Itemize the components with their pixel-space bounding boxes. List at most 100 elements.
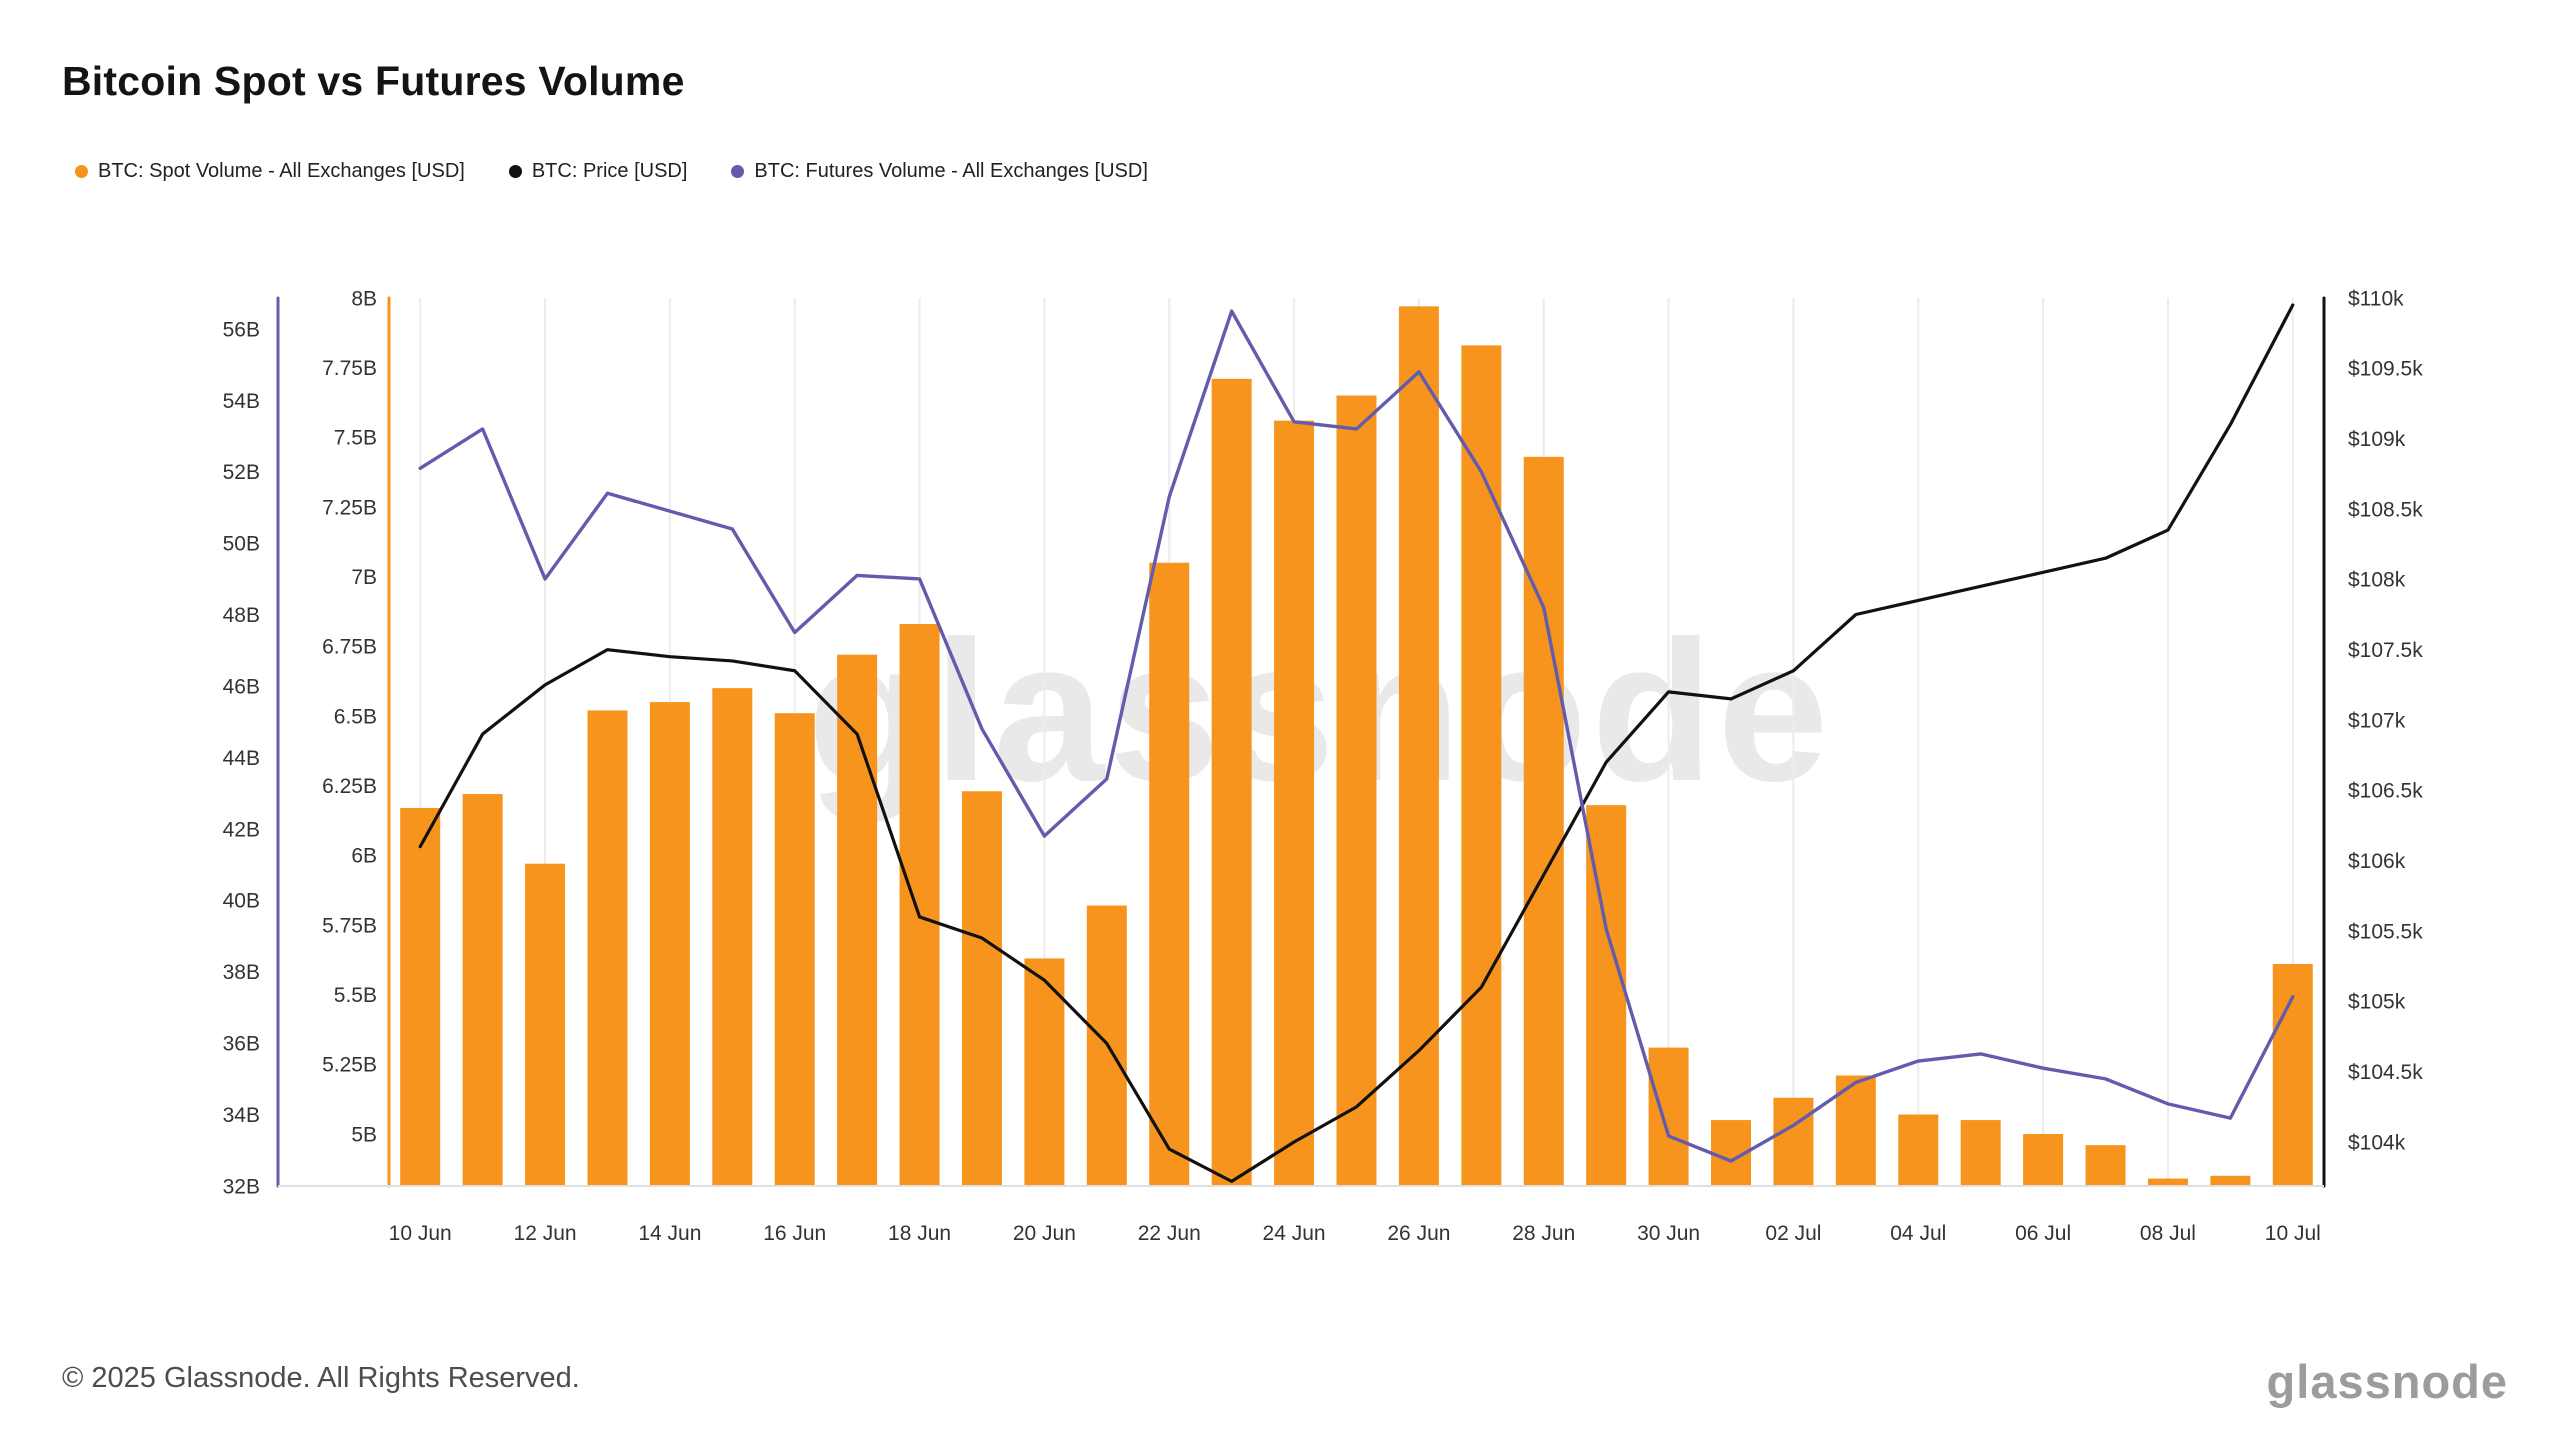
price-axis-tick-label: $104k	[2348, 1131, 2406, 1154]
futures-volume-line[interactable]	[418, 309, 2295, 1163]
legend-item-spot[interactable]: BTC: Spot Volume - All Exchanges [USD]	[75, 160, 465, 183]
price-axis-tick-label: $110k	[2348, 287, 2404, 310]
x-axis-tick-label: 08 Jul	[2140, 1222, 2196, 1245]
spot-volume-bars	[400, 306, 2313, 1187]
x-axis-tick-label: 10 Jul	[2265, 1222, 2321, 1245]
copyright-text: © 2025 Glassnode. All Rights Reserved.	[62, 1362, 580, 1394]
spot-volume-bar[interactable]	[2147, 1178, 2188, 1186]
spot-volume-bar[interactable]	[649, 702, 690, 1186]
price-axis-tick-label: $107.5k	[2348, 639, 2423, 662]
futures-axis-tick-label: 56B	[223, 318, 260, 341]
spot-volume-bar[interactable]	[1274, 420, 1315, 1186]
chart-title: Bitcoin Spot vs Futures Volume	[62, 58, 685, 104]
chart-legend: BTC: Spot Volume - All Exchanges [USD] BT…	[75, 160, 1148, 183]
spot-axis-tick-label: 6.25B	[322, 775, 377, 798]
spot-volume-bar[interactable]	[2023, 1134, 2064, 1186]
x-axis-tick-label: 30 Jun	[1637, 1222, 1700, 1245]
spot-volume-bar[interactable]	[2272, 964, 2313, 1186]
spot-volume-bar[interactable]	[837, 654, 878, 1186]
futures-axis-tick-label: 48B	[223, 604, 260, 627]
spot-axis-tick-label: 7B	[351, 566, 377, 589]
spot-volume-bar[interactable]	[400, 807, 441, 1186]
legend-dot-icon	[731, 165, 745, 178]
price-axis-tick-label: $106.5k	[2348, 780, 2423, 803]
futures-axis-tick-label: 40B	[223, 890, 260, 913]
price-axis-tick-label: $109.5k	[2348, 358, 2423, 381]
spot-volume-bar[interactable]	[1336, 395, 1377, 1186]
spot-axis-tick-label: 6B	[351, 845, 377, 868]
futures-axis-tick-label: 52B	[223, 461, 260, 484]
futures-axis-tick-label: 36B	[223, 1033, 260, 1056]
spot-axis-tick-label: 7.75B	[322, 357, 377, 380]
futures-axis-tick-label: 50B	[223, 533, 260, 556]
spot-axis-tick-label: 5.5B	[334, 984, 377, 1007]
spot-axis-tick-label: 5B	[351, 1123, 377, 1146]
price-axis-tick-label: $107k	[2348, 709, 2406, 732]
spot-volume-bar[interactable]	[1149, 562, 1190, 1186]
price-axis-tick-label: $105.5k	[2348, 920, 2423, 943]
legend-item-price[interactable]: BTC: Price [USD]	[508, 160, 688, 183]
glassnode-watermark: glassnode	[807, 600, 1832, 823]
spot-volume-bar[interactable]	[462, 794, 503, 1186]
price-axis-tick-label: $106k	[2348, 850, 2406, 873]
spot-volume-bar[interactable]	[587, 710, 628, 1186]
spot-axis-tick-label: 8B	[351, 287, 377, 310]
price-axis-tick-label: $104.5k	[2348, 1061, 2423, 1084]
legend-dot-icon	[75, 165, 88, 178]
spot-volume-bar[interactable]	[1773, 1097, 1814, 1186]
x-axis-tick-label: 12 Jun	[514, 1222, 577, 1245]
spot-volume-bar[interactable]	[2085, 1145, 2126, 1186]
spot-axis-tick-label: 7.5B	[334, 427, 377, 450]
glassnode-logo: glassnode	[2266, 1355, 2508, 1408]
spot-axis-tick-label: 6.75B	[322, 636, 377, 659]
spot-volume-bar[interactable]	[1898, 1114, 1939, 1186]
price-axis-tick-label: $109k	[2348, 428, 2406, 451]
x-axis-tick-label: 02 Jul	[1765, 1222, 1821, 1245]
spot-volume-bar[interactable]	[1648, 1047, 1689, 1186]
legend-item-futures[interactable]: BTC: Futures Volume - All Exchanges [USD…	[731, 160, 1148, 183]
legend-label: BTC: Futures Volume - All Exchanges [USD…	[754, 160, 1148, 182]
futures-axis-tick-label: 34B	[223, 1104, 260, 1127]
spot-axis-tick-label: 5.75B	[322, 914, 377, 937]
price-axis-tick-label: $108k	[2348, 569, 2406, 592]
legend-label: BTC: Price [USD]	[531, 160, 688, 182]
price-axis-tick-label: $108.5k	[2348, 498, 2423, 521]
x-axis-tick-label: 24 Jun	[1263, 1222, 1326, 1245]
price-line[interactable]	[418, 303, 2295, 1183]
x-axis-tick-label: 26 Jun	[1387, 1222, 1450, 1245]
spot-volume-bar[interactable]	[1211, 378, 1252, 1186]
spot-volume-bar[interactable]	[1523, 456, 1564, 1187]
spot-volume-bar[interactable]	[1960, 1120, 2001, 1186]
futures-axis-tick-label: 32B	[223, 1175, 260, 1198]
spot-volume-bar[interactable]	[899, 624, 940, 1186]
x-axis-tick-label: 28 Jun	[1512, 1222, 1575, 1245]
spot-volume-bar[interactable]	[525, 863, 566, 1186]
x-axis-tick-label: 10 Jun	[389, 1222, 452, 1245]
futures-axis-tick-label: 44B	[223, 747, 260, 770]
spot-volume-bar[interactable]	[774, 713, 815, 1186]
x-axis-tick-label: 14 Jun	[638, 1222, 701, 1245]
legend-dot-icon	[508, 165, 522, 178]
spot-axis-tick-label: 5.25B	[322, 1054, 377, 1077]
x-axis-tick-label: 04 Jul	[1890, 1222, 1946, 1245]
spot-volume-bar[interactable]	[2210, 1175, 2251, 1186]
spot-volume-bar[interactable]	[712, 688, 753, 1186]
x-axis-tick-label: 16 Jun	[763, 1222, 826, 1245]
futures-axis-tick-label: 38B	[223, 961, 260, 984]
x-axis-tick-label: 06 Jul	[2015, 1222, 2071, 1245]
price-axis-tick-label: $105k	[2348, 991, 2406, 1014]
futures-axis-tick-label: 42B	[223, 818, 260, 841]
spot-axis-tick-label: 7.25B	[322, 496, 377, 519]
futures-axis-tick-label: 54B	[223, 390, 260, 413]
spot-volume-bar[interactable]	[961, 791, 1002, 1186]
futures-axis-tick-label: 46B	[223, 675, 260, 698]
x-axis-tick-label: 18 Jun	[888, 1222, 951, 1245]
spot-volume-bar[interactable]	[1835, 1075, 1876, 1186]
spot-axis-tick-label: 6.5B	[334, 705, 377, 728]
spot-volume-bar[interactable]	[1398, 306, 1439, 1186]
x-axis-tick-label: 22 Jun	[1138, 1222, 1201, 1245]
spot-volume-bar[interactable]	[1024, 958, 1065, 1186]
spot-volume-bar[interactable]	[1461, 345, 1502, 1187]
